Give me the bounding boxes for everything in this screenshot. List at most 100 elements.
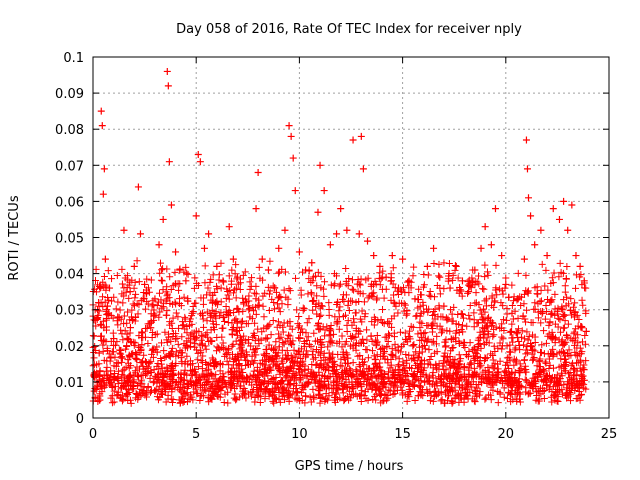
- background-point: [558, 347, 566, 355]
- background-point: [327, 332, 335, 340]
- background-point: [459, 328, 467, 336]
- background-point: [471, 299, 479, 307]
- background-point: [538, 341, 546, 349]
- background-point: [387, 270, 395, 278]
- background-point: [126, 396, 134, 404]
- background-point: [362, 395, 370, 403]
- background-point: [529, 346, 537, 354]
- background-point: [109, 314, 117, 322]
- background-point: [98, 384, 106, 392]
- background-point: [579, 372, 587, 380]
- background-point: [207, 326, 215, 334]
- background-point: [325, 392, 333, 400]
- background-point: [568, 379, 576, 387]
- data-point: [285, 122, 293, 130]
- background-point: [201, 262, 209, 270]
- background-point: [505, 353, 513, 361]
- background-point: [259, 292, 267, 300]
- background-point: [244, 374, 252, 382]
- background-point: [479, 285, 487, 293]
- background-point: [435, 304, 443, 312]
- background-point: [292, 274, 300, 282]
- background-point: [239, 294, 247, 302]
- background-point: [253, 363, 261, 371]
- background-point: [516, 360, 524, 368]
- background-point: [118, 330, 126, 338]
- background-point: [313, 310, 321, 318]
- background-point: [512, 344, 520, 352]
- background-point: [96, 367, 104, 375]
- background-point: [473, 387, 481, 395]
- background-point: [424, 389, 432, 397]
- background-point: [429, 397, 437, 405]
- background-point: [344, 370, 352, 378]
- background-point: [419, 298, 427, 306]
- background-point: [252, 290, 260, 298]
- background-point: [208, 306, 216, 314]
- background-point: [118, 265, 126, 273]
- data-point: [436, 273, 444, 281]
- data-point: [388, 252, 396, 260]
- background-point: [126, 352, 134, 360]
- background-point: [356, 281, 364, 289]
- background-point: [213, 343, 221, 351]
- background-point: [207, 275, 215, 283]
- background-point: [278, 369, 286, 377]
- background-point: [231, 355, 239, 363]
- data-point: [481, 223, 489, 231]
- background-point: [524, 289, 532, 297]
- background-point: [452, 338, 460, 346]
- background-point: [331, 280, 339, 288]
- background-point: [341, 356, 349, 364]
- background-point: [259, 302, 267, 310]
- background-point: [326, 327, 334, 335]
- background-point: [380, 294, 388, 302]
- background-point: [335, 307, 343, 315]
- background-point: [325, 299, 333, 307]
- background-point: [138, 341, 146, 349]
- background-point: [233, 319, 241, 327]
- background-point: [242, 348, 250, 356]
- background-point: [165, 373, 173, 381]
- background-point: [120, 365, 128, 373]
- background-point: [304, 333, 312, 341]
- data-point: [502, 280, 510, 288]
- background-point: [368, 318, 376, 326]
- background-point: [327, 354, 335, 362]
- background-point: [503, 358, 511, 366]
- data-point: [275, 244, 283, 252]
- background-point: [304, 372, 312, 380]
- background-point: [378, 344, 386, 352]
- data-point: [564, 226, 572, 234]
- background-point: [537, 319, 545, 327]
- background-point: [152, 386, 160, 394]
- data-point: [165, 158, 173, 166]
- background-point: [491, 347, 499, 355]
- background-point: [204, 378, 212, 386]
- background-point: [492, 284, 500, 292]
- background-point: [307, 279, 315, 287]
- background-point: [203, 333, 211, 341]
- background-point: [352, 298, 360, 306]
- background-point: [468, 274, 476, 282]
- background-point: [332, 390, 340, 398]
- background-point: [310, 393, 318, 401]
- background-point: [377, 345, 385, 353]
- data-point: [417, 309, 425, 317]
- background-point: [494, 344, 502, 352]
- background-point: [232, 337, 240, 345]
- background-point: [341, 396, 349, 404]
- background-point: [405, 351, 413, 359]
- background-point: [299, 350, 307, 358]
- background-point: [369, 293, 377, 301]
- background-point: [477, 361, 485, 369]
- background-point: [430, 293, 438, 301]
- background-point: [110, 387, 118, 395]
- background-point: [554, 304, 562, 312]
- background-point: [135, 301, 143, 309]
- background-point: [205, 338, 213, 346]
- background-point: [427, 352, 435, 360]
- background-point: [394, 290, 402, 298]
- background-point: [457, 310, 465, 318]
- background-point: [405, 289, 413, 297]
